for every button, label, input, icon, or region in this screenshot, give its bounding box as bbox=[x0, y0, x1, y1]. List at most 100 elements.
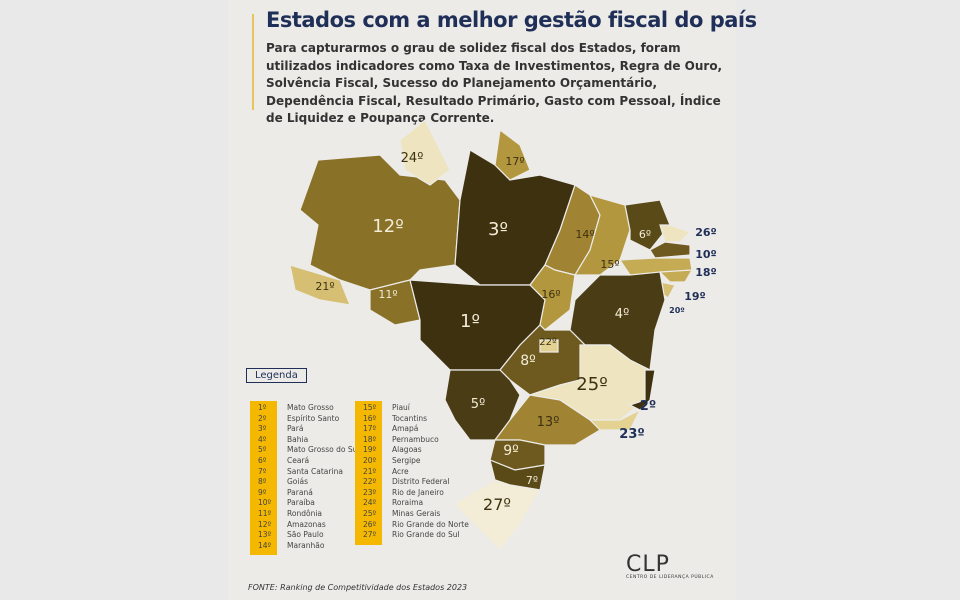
legend-state-name: Ceará bbox=[287, 455, 310, 465]
legend-rank: 3º bbox=[258, 424, 267, 434]
legend-state-name: Amazonas bbox=[287, 519, 326, 529]
legend-state-name: Rio Grande do Norte bbox=[392, 519, 469, 529]
state-rank-label: 15º bbox=[600, 258, 619, 271]
state-rank-label: 12º bbox=[372, 216, 403, 237]
state-rs bbox=[454, 479, 541, 551]
state-rn bbox=[659, 224, 692, 243]
state-ac bbox=[289, 264, 351, 306]
legend-state-name: Tocantins bbox=[392, 413, 428, 423]
legend-state-name: Rio de Janeiro bbox=[392, 487, 444, 497]
legend-state-name: Santa Catarina bbox=[287, 466, 343, 476]
legend-title: Legenda bbox=[246, 368, 307, 383]
legend-rank: 21º bbox=[363, 466, 377, 476]
state-rank-label: 14º bbox=[575, 228, 594, 241]
state-rank-label: 18º bbox=[695, 266, 717, 279]
source-note: FONTE: Ranking de Competitividade dos Es… bbox=[248, 583, 468, 592]
state-rank-label: 17º bbox=[505, 155, 524, 168]
legend-state-name: Maranhão bbox=[287, 540, 325, 550]
state-rank-label: 7º bbox=[526, 474, 538, 487]
legend-rank: 27º bbox=[363, 530, 377, 540]
state-rank-label: 4º bbox=[615, 307, 629, 322]
state-ap bbox=[494, 128, 531, 181]
legend-rank: 1º bbox=[258, 403, 267, 412]
legend-rank: 12º bbox=[258, 519, 272, 529]
clp-logo: CLP CENTRO DE LIDERANÇA PÚBLICA bbox=[626, 552, 714, 580]
legend-rank: 8º bbox=[258, 477, 267, 487]
legend-state-name: São Paulo bbox=[287, 530, 324, 540]
legend-rank-bar bbox=[355, 401, 382, 545]
state-rank-label: 10º bbox=[695, 248, 717, 261]
legend-rank: 17º bbox=[363, 424, 377, 434]
legend-state-name: Distrito Federal bbox=[392, 477, 450, 487]
state-rank-label: 27º bbox=[483, 495, 511, 514]
logo-tagline: CENTRO DE LIDERANÇA PÚBLICA bbox=[626, 575, 714, 580]
state-rank-label: 6º bbox=[639, 228, 651, 241]
legend-state-name: Minas Gerais bbox=[392, 508, 441, 518]
legend-state-name: Bahia bbox=[287, 434, 309, 444]
legend-rank: 2º bbox=[258, 413, 267, 423]
state-rank-label: 26º bbox=[695, 226, 717, 239]
state-rank-label: 1º bbox=[460, 311, 480, 332]
state-rank-label: 19º bbox=[684, 290, 706, 303]
page-subtitle: Para capturarmos o grau de solidez fisca… bbox=[266, 41, 723, 125]
legend-rank: 11º bbox=[258, 508, 272, 518]
state-rank-label: 21º bbox=[315, 280, 334, 293]
page-title: Estados com a melhor gestão fiscal do pa… bbox=[266, 8, 757, 32]
legend-rank: 5º bbox=[258, 445, 267, 455]
legend-state-name: Pernambuco bbox=[392, 434, 439, 444]
legend-rank-bar bbox=[250, 401, 277, 556]
state-rank-label: 22º bbox=[539, 337, 557, 348]
state-df bbox=[539, 339, 559, 353]
legend-state-name: Mato Grosso do Sul bbox=[287, 445, 360, 455]
state-rank-label: 24º bbox=[401, 151, 424, 166]
legend-rank: 26º bbox=[363, 519, 377, 529]
legend-rank: 22º bbox=[363, 477, 377, 487]
state-rank-label: 25º bbox=[576, 374, 607, 395]
legend-rank: 20º bbox=[363, 455, 377, 465]
legend-rank: 9º bbox=[258, 487, 267, 497]
legend-rank: 25º bbox=[363, 508, 377, 518]
state-rank-label: 3º bbox=[488, 219, 508, 240]
state-am bbox=[299, 154, 461, 291]
legend-state-name: Amapá bbox=[392, 424, 419, 434]
legend-state-name: Mato Grosso bbox=[287, 403, 334, 412]
legend-rank: 13º bbox=[258, 530, 272, 540]
legend-state-name: Piauí bbox=[392, 403, 410, 412]
legend-state-name: Paraná bbox=[287, 487, 313, 497]
legend-rank: 23º bbox=[363, 487, 377, 497]
state-rank-label: 9º bbox=[503, 443, 519, 459]
state-ro bbox=[369, 279, 421, 326]
legend-state-name: Goiás bbox=[287, 477, 308, 487]
legend-rank: 10º bbox=[258, 498, 272, 508]
state-rank-label: 11º bbox=[378, 288, 397, 301]
legend-state-name: Sergipe bbox=[392, 455, 421, 465]
legend-state-name: Roraima bbox=[392, 498, 424, 508]
state-rank-label: 20º bbox=[669, 306, 685, 315]
legend-rank: 6º bbox=[258, 455, 267, 465]
logo-name: CLP bbox=[626, 552, 670, 577]
legend-rank: 24º bbox=[363, 498, 377, 508]
legend-rank: 16º bbox=[363, 413, 377, 423]
legend-rank: 19º bbox=[363, 445, 377, 455]
legend-rank: 7º bbox=[258, 466, 267, 476]
state-rank-label: 23º bbox=[619, 427, 644, 442]
state-pb bbox=[649, 241, 691, 259]
state-rank-label: 8º bbox=[520, 353, 536, 369]
state-rank-label: 16º bbox=[541, 288, 560, 301]
legend-rank: 14º bbox=[258, 540, 272, 550]
legend-rank: 18º bbox=[363, 434, 377, 444]
legend-rank: 4º bbox=[258, 434, 267, 444]
legend-state-name: Rio Grande do Sul bbox=[392, 530, 460, 540]
state-rank-label: 13º bbox=[537, 415, 560, 430]
legend-state-name: Pará bbox=[287, 424, 304, 434]
state-rr bbox=[399, 119, 451, 186]
title-accent-line bbox=[252, 14, 254, 110]
legend-state-name: Acre bbox=[392, 466, 409, 476]
legend-rank: 15º bbox=[363, 403, 377, 412]
legend-state-name: Alagoas bbox=[392, 445, 422, 455]
state-al bbox=[658, 269, 694, 283]
state-rank-label: 5º bbox=[471, 397, 485, 412]
legend-state-name: Paraíba bbox=[287, 498, 315, 508]
legend-state-name: Espírito Santo bbox=[287, 413, 340, 423]
